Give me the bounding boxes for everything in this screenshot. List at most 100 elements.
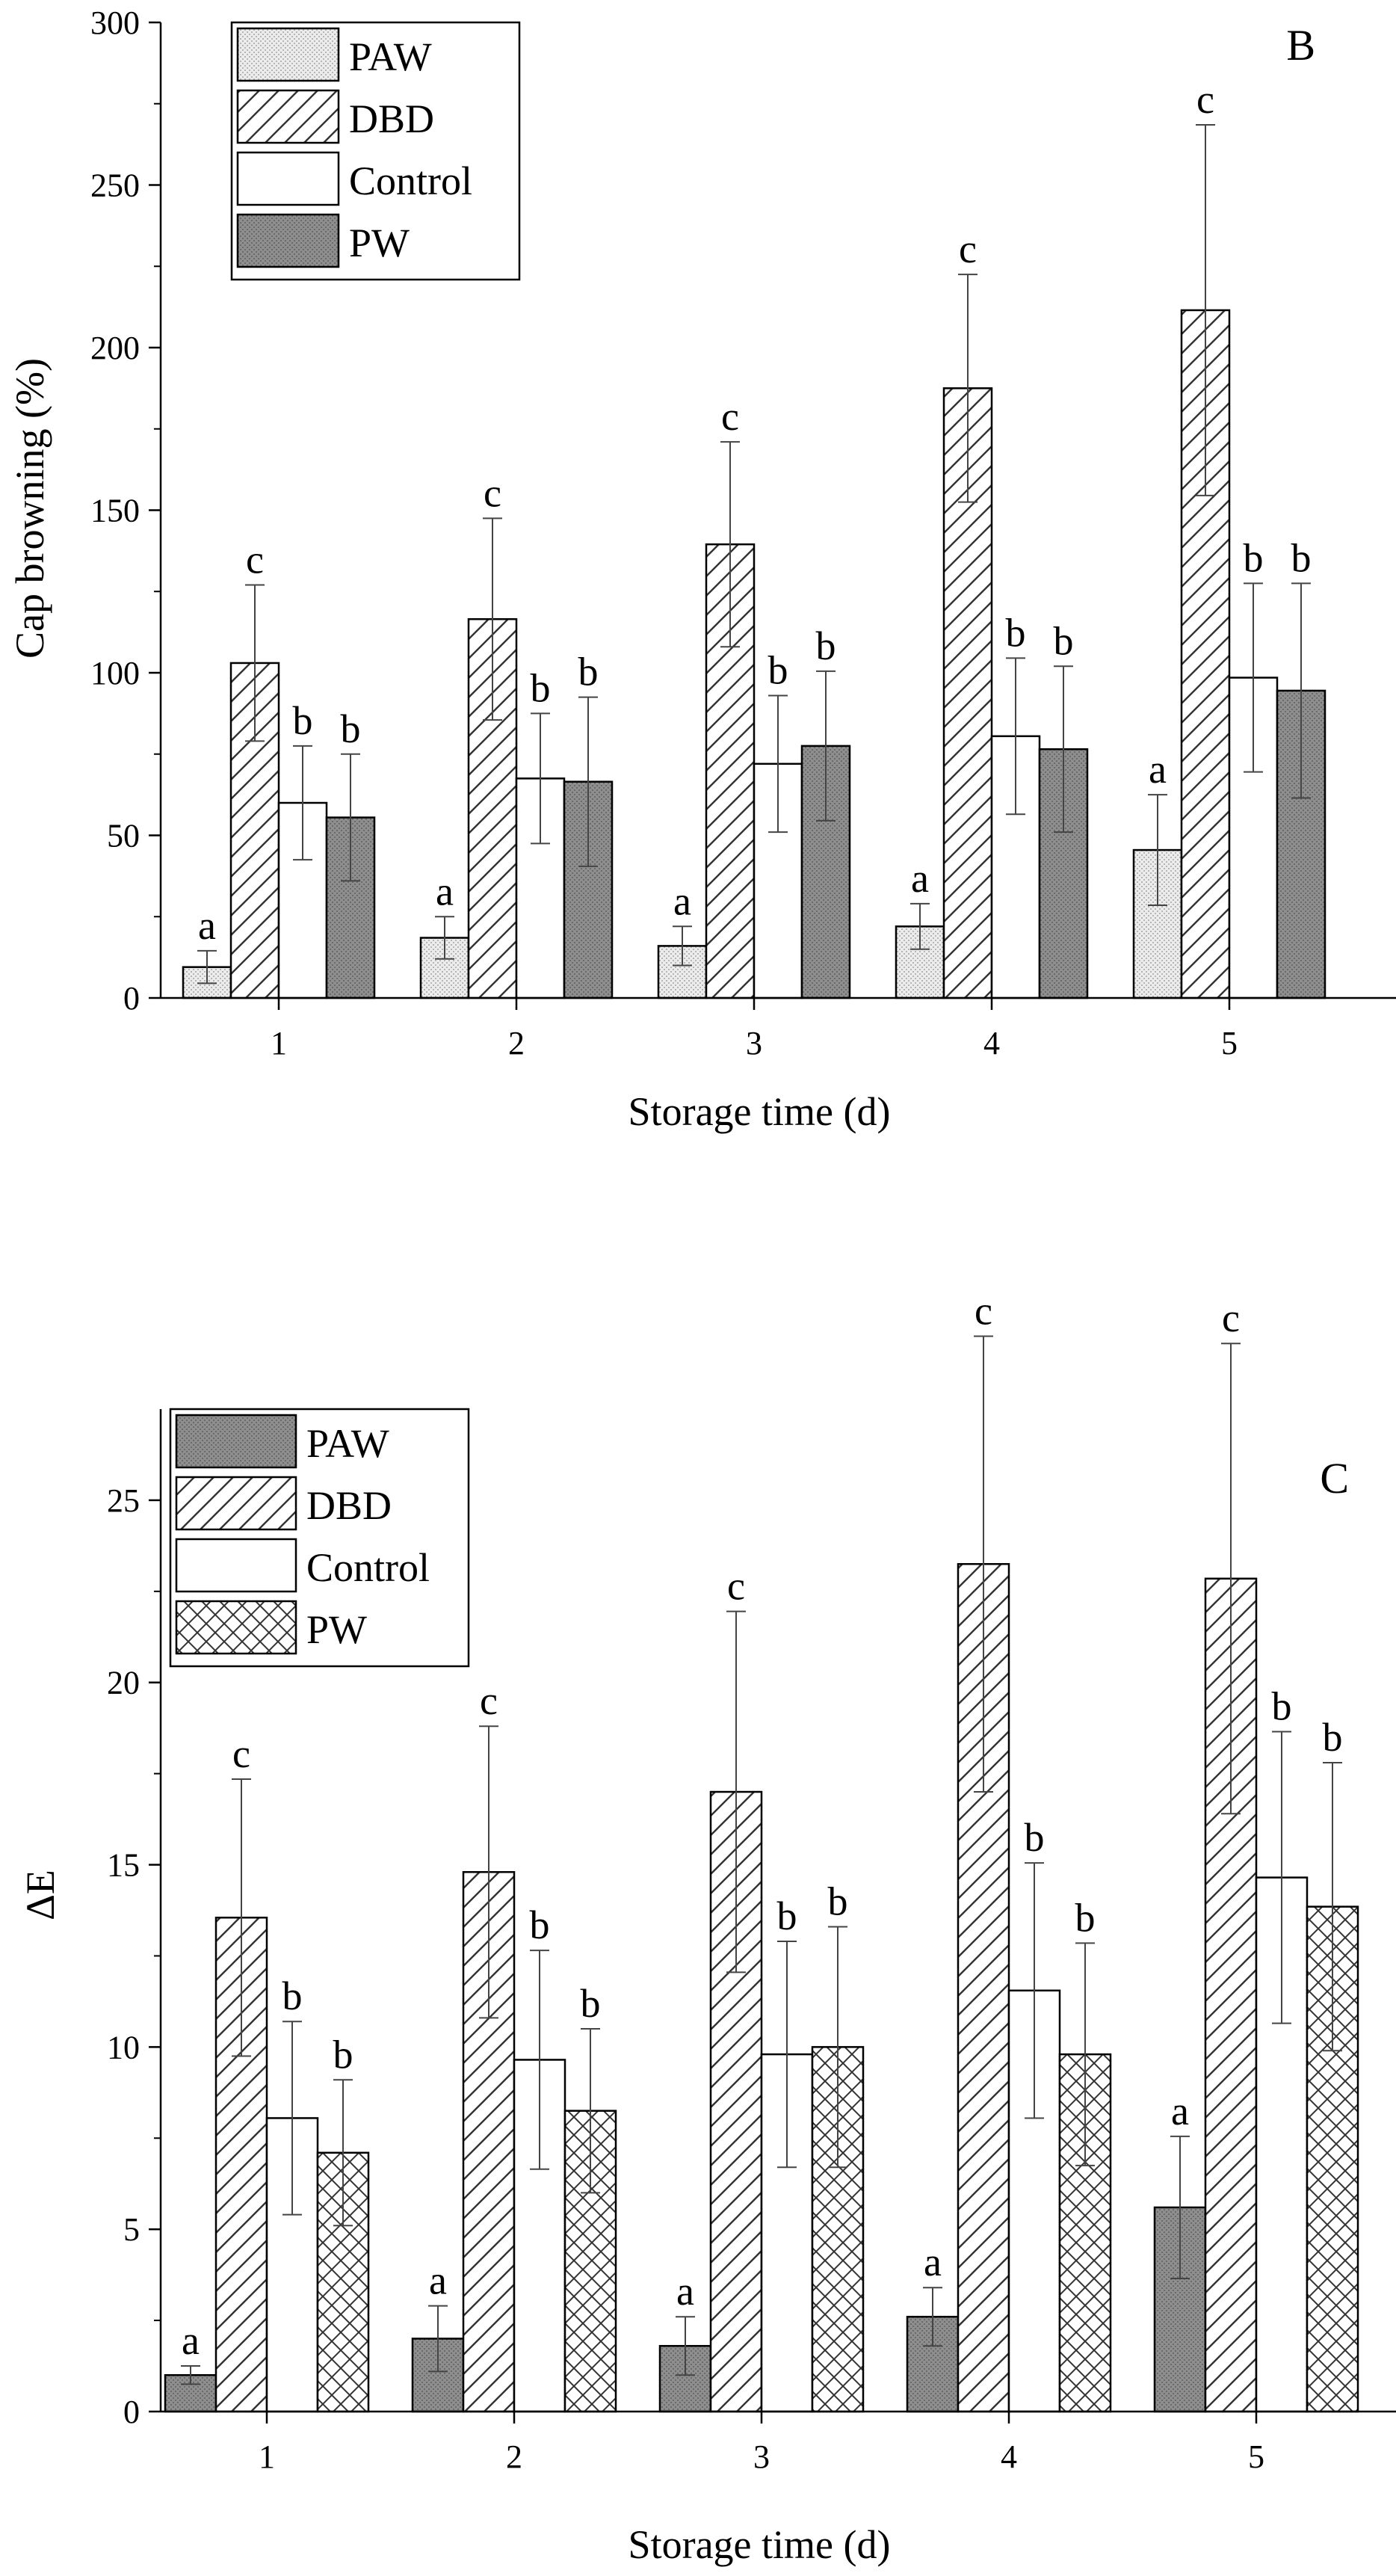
- panel-c-significance-letter: b: [530, 1902, 550, 1947]
- panel-b-significance-letter: b: [768, 647, 788, 692]
- panel-b-significance-letter: a: [911, 856, 929, 901]
- panel-b-significance-letter: c: [246, 537, 264, 582]
- panel-c-y-tick-label: 25: [107, 1482, 140, 1519]
- panel-b-error-bar: [483, 517, 502, 721]
- panel-c-y-tick-label: 20: [107, 1665, 140, 1701]
- panel-b-error-bar: [1148, 794, 1167, 907]
- panel-b-legend-label-dbd: DBD: [349, 96, 434, 141]
- panel-b-significance-letter: b: [1054, 618, 1074, 663]
- panel-b-significance-letter: a: [1149, 747, 1167, 792]
- panel-c-legend-label-pw: PW: [306, 1607, 367, 1652]
- panel-b-significance-letter: b: [578, 650, 599, 694]
- panel-c-y-tick-label: 10: [107, 2029, 140, 2065]
- panel-b-error-bar: [1196, 124, 1215, 496]
- panel-c-significance-letter: b: [828, 1879, 848, 1923]
- panel-c-error-bar: [676, 2316, 695, 2376]
- panel-b-significance-letter: b: [293, 698, 313, 743]
- panel-c-error-bar: [1025, 1862, 1044, 2119]
- panel-c-significance-letter: a: [924, 2240, 942, 2284]
- panel-c-significance-letter: b: [1025, 1815, 1045, 1860]
- panel-c-legend-label-paw: PAW: [306, 1421, 389, 1466]
- panel-b-error-bar: [1244, 582, 1263, 773]
- panel-c-label: C: [1320, 1454, 1349, 1503]
- panel-c-error-bar: [974, 1335, 993, 1793]
- panel-b-legend-swatch-control: [236, 151, 340, 206]
- panel-b-significance-letter: b: [341, 706, 361, 751]
- panel-c-legend-label-control: Control: [306, 1545, 430, 1590]
- panel-c-error-bar: [1323, 1762, 1342, 2052]
- panel-c-significance-letter: b: [1075, 1895, 1096, 1940]
- panel-c-significance-letter: c: [232, 1731, 250, 1776]
- panel-c-significance-letter: c: [480, 1678, 498, 1723]
- panel-c-error-bar: [923, 2287, 942, 2347]
- panel-b-significance-letter: b: [1291, 535, 1312, 580]
- panel-b-error-bar: [197, 949, 217, 985]
- panel-b-error-bar: [435, 916, 454, 960]
- panel-c-legend-swatch-paw: [175, 1414, 297, 1469]
- panel-c-error-bar: [581, 2027, 600, 2194]
- panel-b-significance-letter: c: [1196, 77, 1214, 122]
- panel-b-error-bar: [816, 670, 836, 822]
- panel-c-legend-label-dbd: DBD: [306, 1483, 392, 1528]
- panel-b-legend-swatch-paw: [236, 27, 340, 82]
- panel-c-error-bar: [828, 1926, 847, 2169]
- panel-b-x-tick-label: 2: [508, 1025, 525, 1061]
- panel-b-significance-letter: b: [1006, 610, 1026, 655]
- panel-b-significance-letter: c: [959, 227, 977, 271]
- panel-b-significance-letter: b: [1244, 535, 1264, 580]
- panel-b-error-bar: [768, 694, 788, 833]
- panel-c-significance-letter: b: [333, 2032, 353, 2077]
- panel-b-x-axis-title: Storage time (d): [628, 1089, 891, 1134]
- panel-c-x-axis-title: Storage time (d): [628, 2522, 891, 2567]
- panel-b-x-tick-label: 5: [1221, 1025, 1238, 1061]
- panel-c-error-bar: [1221, 1343, 1241, 1815]
- panel-b-significance-letter: a: [673, 878, 691, 923]
- panel-b-error-bar: [958, 274, 977, 503]
- panel-b-significance-letter: b: [816, 623, 836, 668]
- panel-b-x-tick-label: 1: [271, 1025, 287, 1061]
- panel-b-y-tick-label: 50: [107, 818, 140, 854]
- panel-b-x-tick-label: 4: [983, 1025, 1000, 1061]
- panel-c-significance-letter: b: [1272, 1684, 1292, 1729]
- panel-c-legend-swatch-control: [175, 1538, 297, 1593]
- panel-b-error-bar: [341, 753, 360, 882]
- panel-b-error-bar: [293, 745, 312, 861]
- panel-b-error-bar: [245, 584, 265, 742]
- panel-b-y-tick-label: 200: [90, 330, 140, 366]
- panel-b-significance-letter: b: [531, 665, 551, 710]
- panel-b-error-bar: [1291, 582, 1311, 799]
- panel-b-y-tick-label: 0: [123, 980, 140, 1017]
- panel-c-legend-swatch-pw: [175, 1600, 297, 1655]
- panel-b-error-bar: [720, 441, 740, 648]
- panel-b-significance-letter: a: [198, 903, 216, 948]
- panel-c-error-bar: [1075, 1942, 1095, 2166]
- panel-b-legend-label-control: Control: [349, 158, 472, 203]
- panel-b-y-tick-label: 150: [90, 493, 140, 529]
- panel-c-legend: PAW DBD Control PW: [169, 1408, 470, 1668]
- panel-c-significance-letter: b: [1323, 1715, 1343, 1760]
- panel-c-x-tick-label: 5: [1248, 2438, 1264, 2475]
- panel-b-label: B: [1286, 21, 1315, 70]
- panel-c-significance-letter: c: [975, 1288, 992, 1333]
- panel-b-error-bar: [1054, 665, 1073, 833]
- panel-c-significance-letter: c: [727, 1564, 745, 1609]
- panel-c-x-tick-label: 2: [506, 2438, 522, 2475]
- panel-b-error-bar: [531, 712, 550, 845]
- panel-c-error-bar: [428, 2305, 448, 2373]
- panel-b-significance-letter: a: [436, 869, 454, 913]
- panel-c-error-bar: [777, 1940, 797, 2169]
- panel-b-y-tick-label: 300: [90, 4, 140, 41]
- panel-c-error-bar: [181, 2365, 200, 2385]
- panel-c-error-bar: [726, 1610, 746, 1973]
- panel-c-significance-letter: b: [282, 1973, 303, 2018]
- panel-c-significance-letter: a: [676, 2269, 694, 2314]
- panel-c-significance-letter: a: [429, 2258, 447, 2303]
- panel-b-significance-letter: c: [484, 470, 501, 515]
- panel-b-legend-swatch-pw: [236, 213, 340, 268]
- panel-c-error-bar: [530, 1950, 549, 2170]
- panel-c-error-bar: [1170, 2135, 1190, 2280]
